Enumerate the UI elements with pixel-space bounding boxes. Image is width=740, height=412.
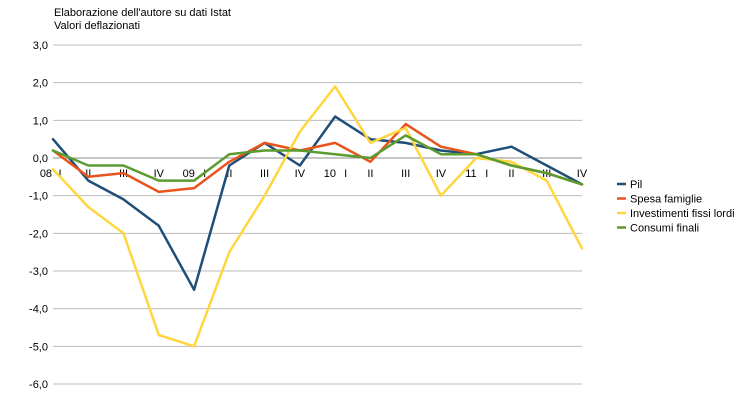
y-tick-label: 2,0 (33, 78, 48, 90)
x-tick-label: IV (577, 168, 588, 180)
x-tick-label: II (85, 168, 91, 180)
y-tick-label: -2,0 (29, 228, 48, 240)
legend: Pil Spesa famiglie Investimenti fissi lord… (617, 179, 735, 235)
y-tick-label: -6,0 (29, 379, 48, 391)
x-tick-label: I (344, 168, 347, 180)
x-tick-label: 08 (40, 168, 52, 180)
y-tick-label: -1,0 (29, 191, 48, 203)
series-line-investimenti-fissi-lordi (51, 85, 584, 348)
y-axis-ticks: 3,0 2,0 1,0 0,0 -1,0 -2,0 -3,0 -4,0 -5,0 -6,0 (29, 40, 48, 391)
x-tick-label: IV (154, 168, 165, 180)
x-axis-ticks: 08 I II III IV 09 I II III IV 10 I II III IV 11 I II III IV (40, 168, 588, 180)
legend-label: Spesa famiglie (630, 194, 702, 206)
x-tick-label: I (485, 168, 488, 180)
x-tick-label: IV (436, 168, 447, 180)
x-tick-label: III (260, 168, 269, 180)
values-note: Valori deflazionati (54, 20, 141, 32)
y-tick-label: -3,0 (29, 266, 48, 278)
x-tick-label: II (226, 168, 232, 180)
x-tick-label: 09 (183, 168, 195, 180)
source-note: Elaborazione dell'autore su dati Istat (54, 7, 231, 19)
series-lines (51, 85, 584, 348)
x-tick-label: 11 (465, 168, 476, 180)
x-tick-label: III (401, 168, 410, 180)
gridlines (53, 44, 582, 385)
y-tick-label: -5,0 (29, 341, 48, 353)
series-line-pil (51, 115, 584, 292)
y-tick-label: -4,0 (29, 304, 48, 316)
y-tick-label: 0,0 (33, 153, 48, 165)
legend-label: Investimenti fissi lordi (630, 208, 735, 220)
x-tick-label: I (59, 168, 62, 180)
legend-label: Pil (630, 179, 642, 191)
x-tick-label: 10 (324, 168, 336, 180)
series-line-consumi-finali (51, 134, 584, 186)
y-tick-label: 3,0 (33, 40, 48, 52)
x-tick-label: II (367, 168, 373, 180)
x-tick-label: II (508, 168, 514, 180)
x-tick-label: IV (295, 168, 306, 180)
y-tick-label: 1,0 (33, 115, 48, 127)
legend-label: Consumi finali (630, 223, 699, 235)
